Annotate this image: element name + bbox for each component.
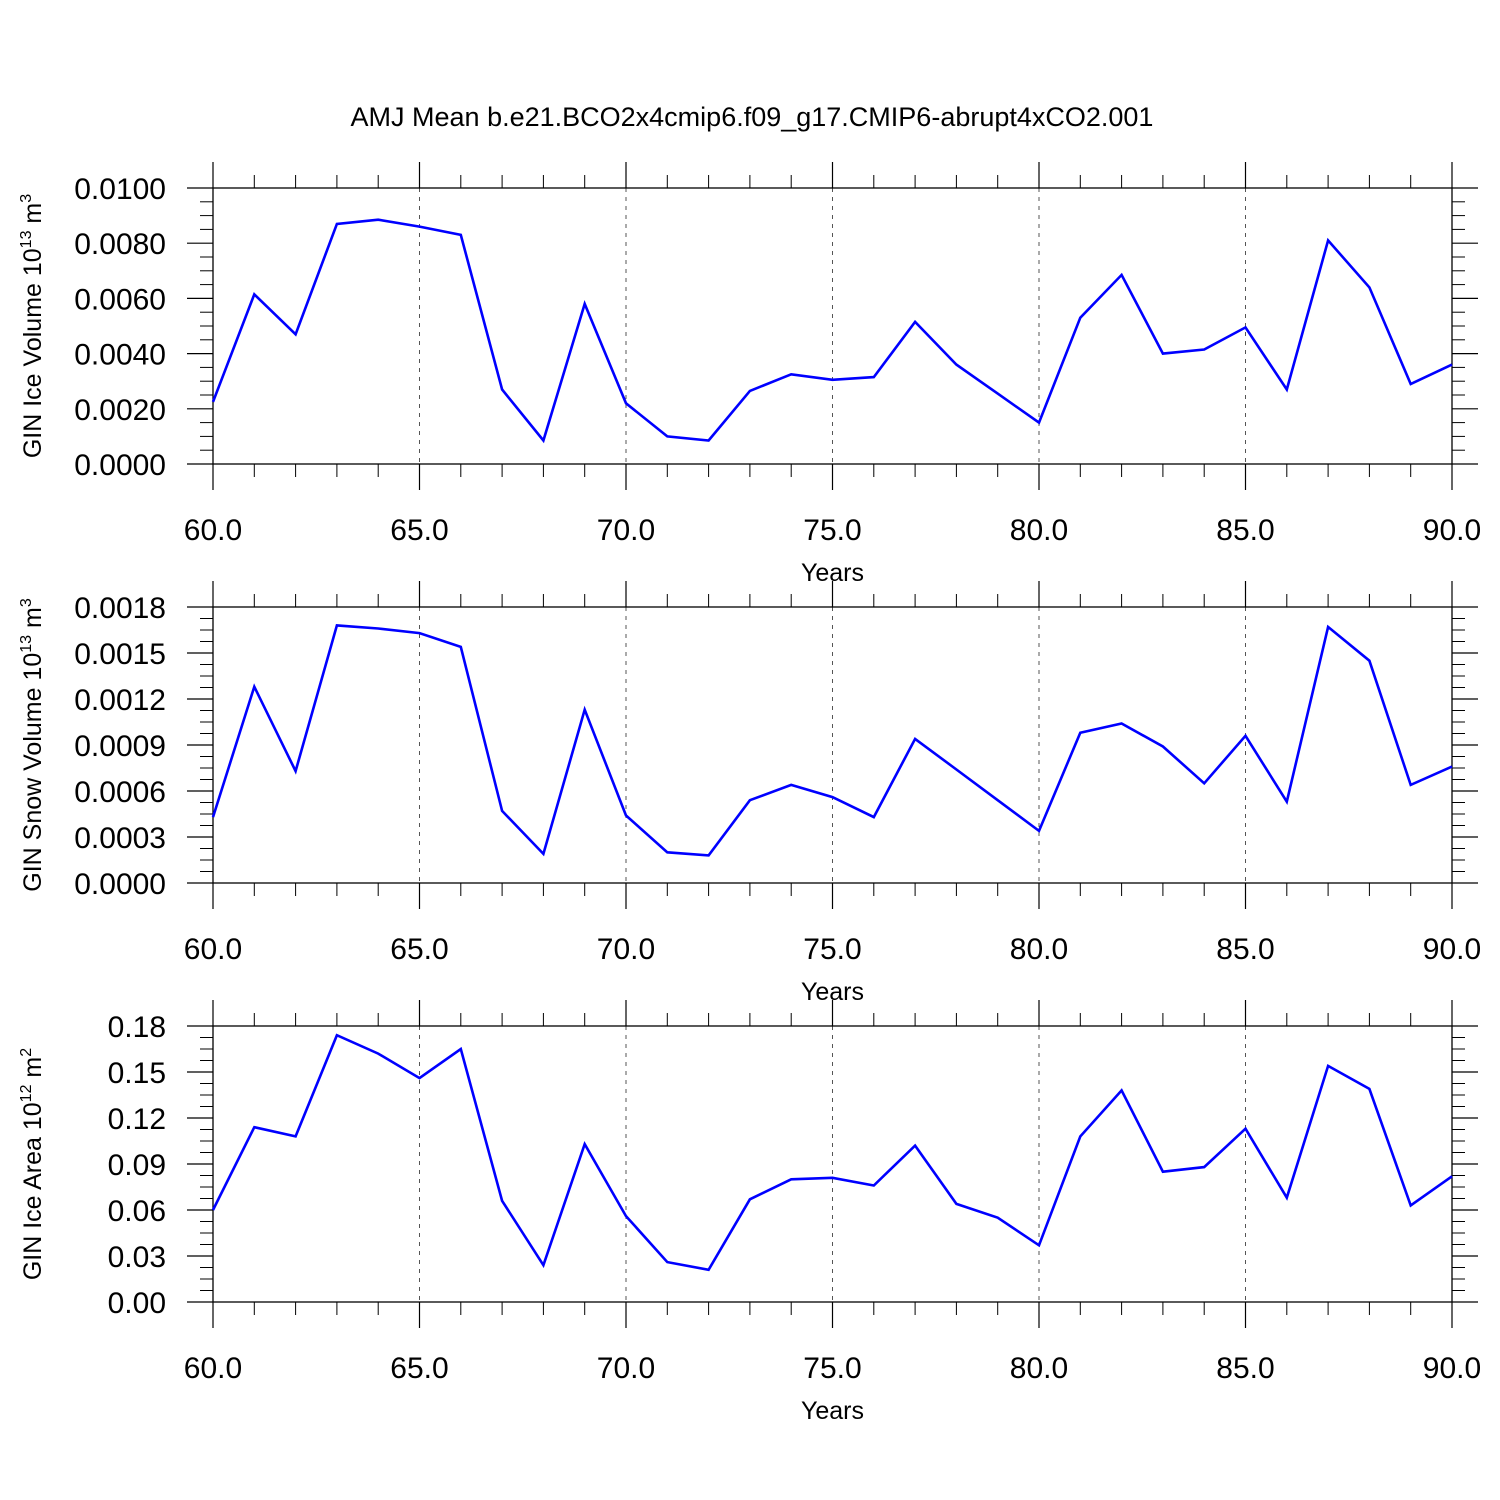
x-tick-label: 65.0 <box>390 933 448 966</box>
panel-ice-area: 60.0 65.0 70.0 75.0 80.0 85.0 90.0 0.00 0.03 0.06… <box>18 1000 1481 1425</box>
y-label-main: GIN Ice Volume 10 <box>19 248 47 458</box>
y-tick-label: 0.18 <box>108 1011 166 1044</box>
y-tick-label: 0.09 <box>108 1149 166 1182</box>
y-tick-label: 0.15 <box>108 1057 166 1090</box>
y-label-unit-exponent: 3 <box>18 194 35 203</box>
panel-snow-volume: 60.0 65.0 70.0 75.0 80.0 85.0 90.0 0.0000 0.0003… <box>18 581 1481 1006</box>
panel-ice-area-plot-area <box>211 1025 1453 1303</box>
x-tick-label: 60.0 <box>184 1352 242 1385</box>
y-tick-label: 0.0100 <box>74 173 166 206</box>
y-label-main: GIN Ice Area 10 <box>19 1102 47 1280</box>
x-tick-label: 80.0 <box>1010 1352 1068 1385</box>
plot-frame <box>212 187 1453 465</box>
x-tick-label: 70.0 <box>597 1352 655 1385</box>
x-tick-label: 90.0 <box>1423 514 1481 547</box>
x-tick-label: 80.0 <box>1010 933 1068 966</box>
panel-snow-volume-grid <box>419 607 1246 883</box>
x-tick-label: 60.0 <box>184 514 242 547</box>
y-label-unit: m <box>19 203 47 231</box>
y-tick-label: 0.0060 <box>74 283 166 316</box>
x-tick-label: 60.0 <box>184 933 242 966</box>
y-label-unit: m <box>19 1057 47 1085</box>
panel-ice-volume-ticks: 60.0 65.0 70.0 75.0 80.0 85.0 90.0 0.0000 0.0020… <box>74 162 1481 547</box>
y-tick-label: 0.0012 <box>74 684 166 717</box>
y-tick-label: 0.03 <box>108 1241 166 1274</box>
y-tick-label: 0.0009 <box>74 730 166 763</box>
y-label-exponent: 13 <box>18 635 35 653</box>
y-tick-label: 0.0040 <box>74 339 166 372</box>
y-tick-label: 0.0018 <box>74 592 166 625</box>
x-tick-label: 75.0 <box>803 514 861 547</box>
series-line <box>211 624 1453 857</box>
panel-snow-volume-ticks: 60.0 65.0 70.0 75.0 80.0 85.0 90.0 0.0000 0.0003… <box>74 581 1481 966</box>
y-tick-label: 0.0020 <box>74 394 166 427</box>
y-label-unit-exponent: 2 <box>18 1048 35 1057</box>
x-tick-label: 65.0 <box>390 514 448 547</box>
x-tick-label: 80.0 <box>1010 514 1068 547</box>
panel-ice-volume: 60.0 65.0 70.0 75.0 80.0 85.0 90.0 0.0000 0.0020… <box>18 162 1481 587</box>
y-tick-label: 0.0000 <box>74 449 166 482</box>
series-line <box>211 218 1453 444</box>
x-tick-label: 85.0 <box>1216 514 1274 547</box>
plot-frame <box>212 606 1453 884</box>
y-tick-label: 0.00 <box>108 1287 166 1320</box>
panel-ice-area-ticks: 60.0 65.0 70.0 75.0 80.0 85.0 90.0 0.00 0.03 0.06… <box>108 1000 1481 1385</box>
y-label-unit: m <box>19 607 47 635</box>
y-label-unit-exponent: 3 <box>18 598 35 607</box>
x-tick-label: 75.0 <box>803 933 861 966</box>
panel-ice-volume-y-axis-label: GIN Ice Volume 1013 m3 <box>18 194 47 458</box>
panel-snow-volume-y-axis-label: GIN Snow Volume 1013 m3 <box>18 598 47 892</box>
y-label-main: GIN Snow Volume 10 <box>19 653 47 892</box>
figure-title: AMJ Mean b.e21.BCO2x4cmip6.f09_g17.CMIP6… <box>351 102 1154 132</box>
x-tick-label: 90.0 <box>1423 1352 1481 1385</box>
panel-ice-volume-plot-area <box>211 187 1453 465</box>
y-tick-label: 0.0080 <box>74 228 166 261</box>
y-tick-label: 0.0015 <box>74 638 166 671</box>
panel-ice-area-y-axis-label: GIN Ice Area 1012 m2 <box>18 1048 47 1280</box>
y-tick-label: 0.0006 <box>74 776 166 809</box>
panel-snow-volume-plot-area <box>211 606 1453 884</box>
y-tick-label: 0.06 <box>108 1195 166 1228</box>
x-tick-label: 85.0 <box>1216 933 1274 966</box>
plot-frame <box>212 1025 1453 1303</box>
y-tick-label: 0.12 <box>108 1103 166 1136</box>
panel-ice-volume-grid <box>419 188 1246 464</box>
x-tick-label: 70.0 <box>597 514 655 547</box>
panel-ice-area-x-axis-label: Years <box>801 1397 864 1425</box>
y-tick-label: 0.0000 <box>74 868 166 901</box>
x-tick-label: 75.0 <box>803 1352 861 1385</box>
x-tick-label: 90.0 <box>1423 933 1481 966</box>
y-label-exponent: 13 <box>18 230 35 248</box>
y-label-exponent: 12 <box>18 1084 35 1102</box>
x-tick-label: 70.0 <box>597 933 655 966</box>
y-tick-label: 0.0003 <box>74 822 166 855</box>
x-tick-label: 65.0 <box>390 1352 448 1385</box>
x-tick-label: 85.0 <box>1216 1352 1274 1385</box>
panel-ice-area-grid <box>419 1026 1246 1302</box>
